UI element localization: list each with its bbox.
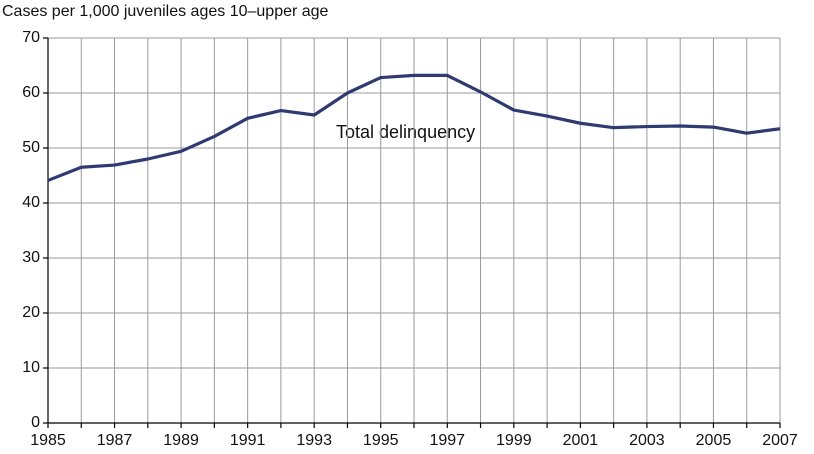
y-tick-label: 70 (22, 29, 40, 46)
x-tick-label: 1995 (363, 432, 399, 449)
x-tick-label: 1993 (296, 432, 332, 449)
y-tick-label: 10 (22, 359, 40, 376)
data-line (47, 73, 781, 182)
x-tick-label: 1997 (429, 432, 465, 449)
annotation: Total delinquency (336, 122, 475, 142)
x-tick-label: 1989 (163, 432, 199, 449)
x-tick-label: 2001 (563, 432, 599, 449)
y-axis-label: Cases per 1,000 juveniles ages 10–upper … (2, 3, 329, 20)
y-tick-label: 30 (22, 249, 40, 266)
y-tick-label: 50 (22, 139, 40, 156)
x-tick-label: 1999 (496, 432, 532, 449)
y-tick-label: 20 (22, 304, 40, 321)
x-tick-label: 1985 (30, 432, 66, 449)
x-tick-label: 1991 (230, 432, 266, 449)
y-tick-label: 0 (31, 414, 40, 431)
x-tick-label: 2007 (762, 432, 798, 449)
x-tick-label: 1987 (97, 432, 133, 449)
y-tick-label: 40 (22, 194, 40, 211)
x-tick-label: 2005 (696, 432, 732, 449)
x-tick-label: 2003 (629, 432, 665, 449)
y-tick-label: 60 (22, 84, 40, 101)
